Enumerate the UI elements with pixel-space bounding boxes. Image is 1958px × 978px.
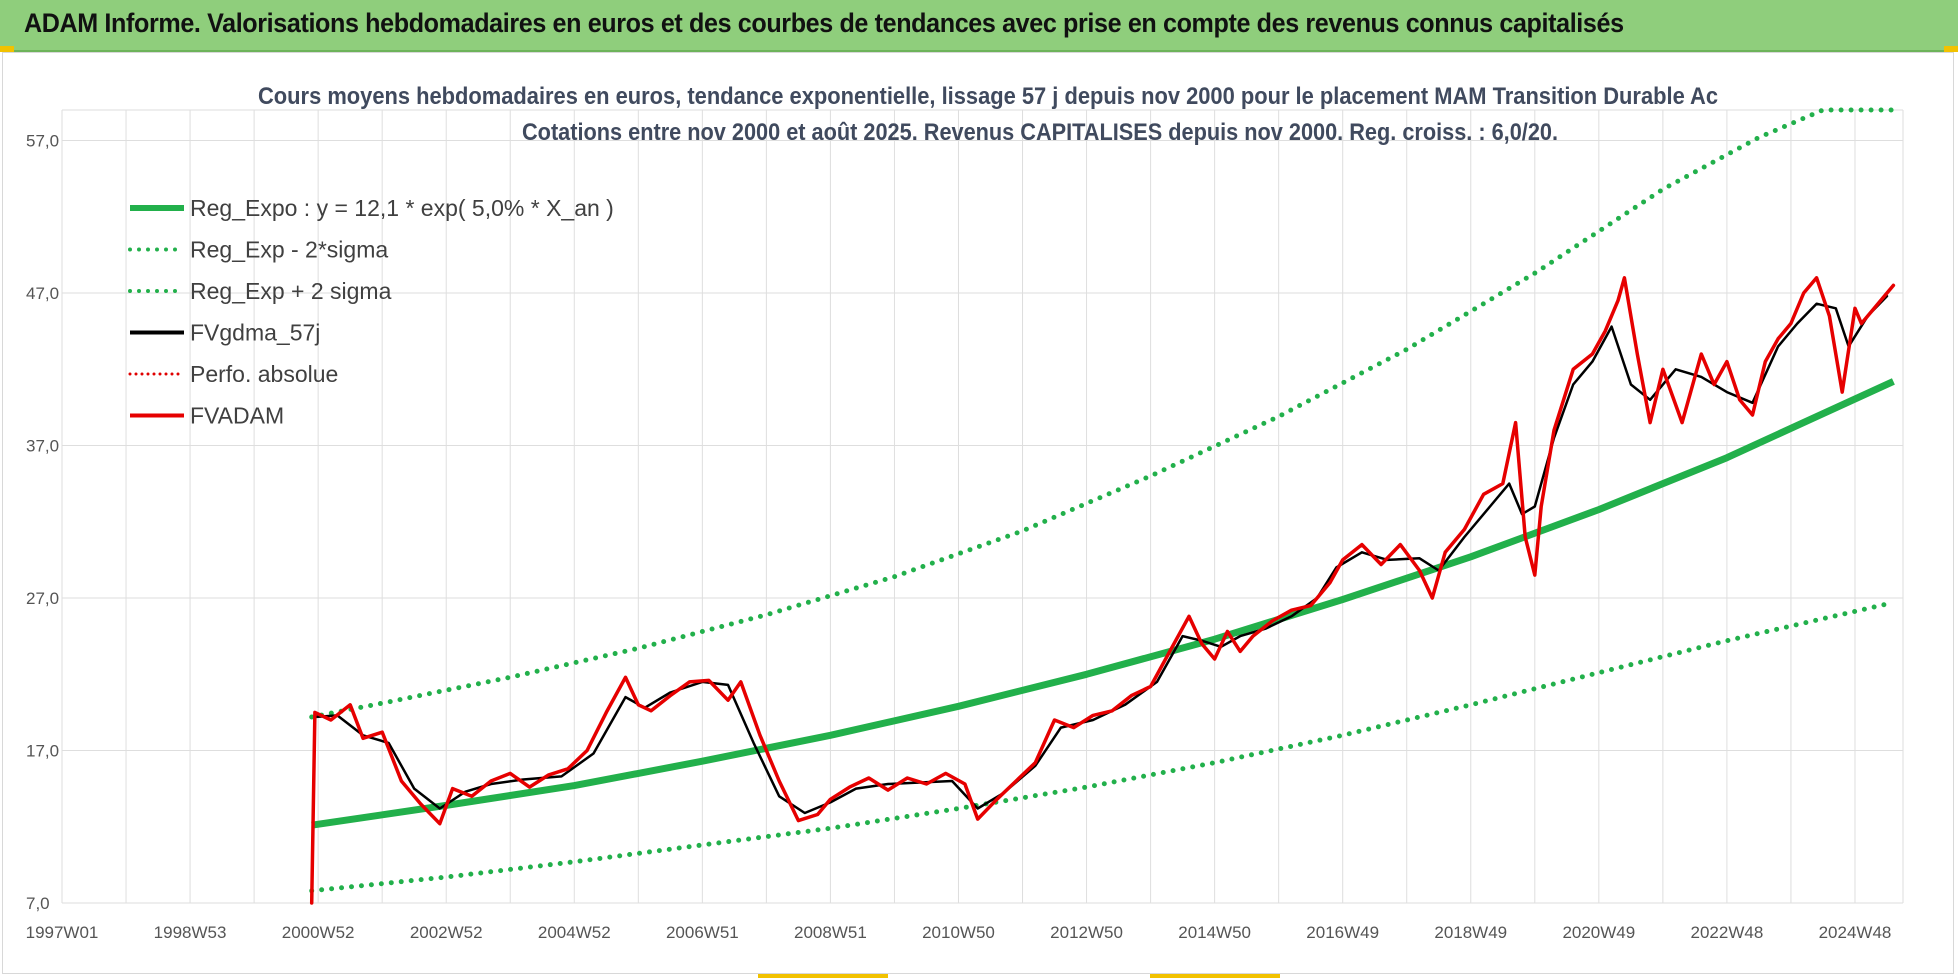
legend-label: Reg_Exp + 2 sigma (190, 278, 392, 304)
x-tick-label: 2004W52 (538, 923, 611, 942)
page-title: ADAM Informe. Valorisations hebdomadaire… (24, 8, 1624, 38)
legend: Reg_Expo : y = 12,1 * exp( 5,0% * X_an )… (128, 195, 614, 429)
series-line-1 (309, 600, 1896, 894)
header-banner: ADAM Informe. Valorisations hebdomadaire… (0, 0, 1958, 52)
x-tick-label: 2024W48 (1819, 923, 1892, 942)
chart-title: Cours moyens hebdomadaires en euros, ten… (258, 83, 1718, 110)
legend-label: FVgdma_57j (190, 320, 320, 346)
x-tick-label: 2012W50 (1050, 923, 1123, 942)
x-tick-label: 2002W52 (410, 923, 483, 942)
y-tick-label: 47,0 (26, 284, 59, 303)
bottom-marker (758, 974, 888, 978)
series-line-3 (313, 294, 1889, 815)
series-line-5 (309, 276, 1896, 905)
x-tick-label: 2022W48 (1691, 923, 1764, 942)
x-tick-label: 2016W49 (1306, 923, 1379, 942)
x-tick-label: 2010W50 (922, 923, 995, 942)
x-tick-label: 2018W49 (1434, 923, 1507, 942)
y-axis: 7,0 17,0 27,0 37,0 47,0 57,0 (26, 132, 59, 914)
legend-label: FVADAM (190, 403, 284, 429)
y-tick-label: 27,0 (26, 589, 59, 608)
bottom-marker (1150, 974, 1280, 978)
x-tick-label: 1997W01 (26, 923, 99, 942)
y-tick-label: 7,0 (26, 894, 50, 913)
y-tick-label: 17,0 (26, 742, 59, 761)
x-axis: 1997W01 1998W53 2000W52 2002W52 2004W52 2006W… (26, 923, 1892, 942)
x-tick-label: 2000W52 (282, 923, 355, 942)
series-line-0 (311, 378, 1895, 829)
y-tick-label: 37,0 (26, 437, 59, 456)
grid (61, 109, 1904, 904)
legend-label: Perfo. absolue (190, 361, 338, 387)
chart-frame (2, 52, 1954, 974)
x-tick-label: 2006W51 (666, 923, 739, 942)
x-tick-label: 2008W51 (794, 923, 867, 942)
x-tick-label: 2014W50 (1178, 923, 1251, 942)
x-tick-label: 2020W49 (1562, 923, 1635, 942)
y-tick-label: 57,0 (26, 132, 59, 151)
corner-marker (0, 46, 14, 52)
corner-marker (1944, 46, 1958, 52)
legend-label: Reg_Exp - 2*sigma (190, 237, 388, 263)
x-tick-label: 1998W53 (154, 923, 227, 942)
series-group (309, 107, 1896, 905)
chart-subtitle: Cotations entre nov 2000 et août 2025. R… (522, 119, 1558, 146)
legend-label: Reg_Expo : y = 12,1 * exp( 5,0% * X_an ) (190, 195, 614, 221)
